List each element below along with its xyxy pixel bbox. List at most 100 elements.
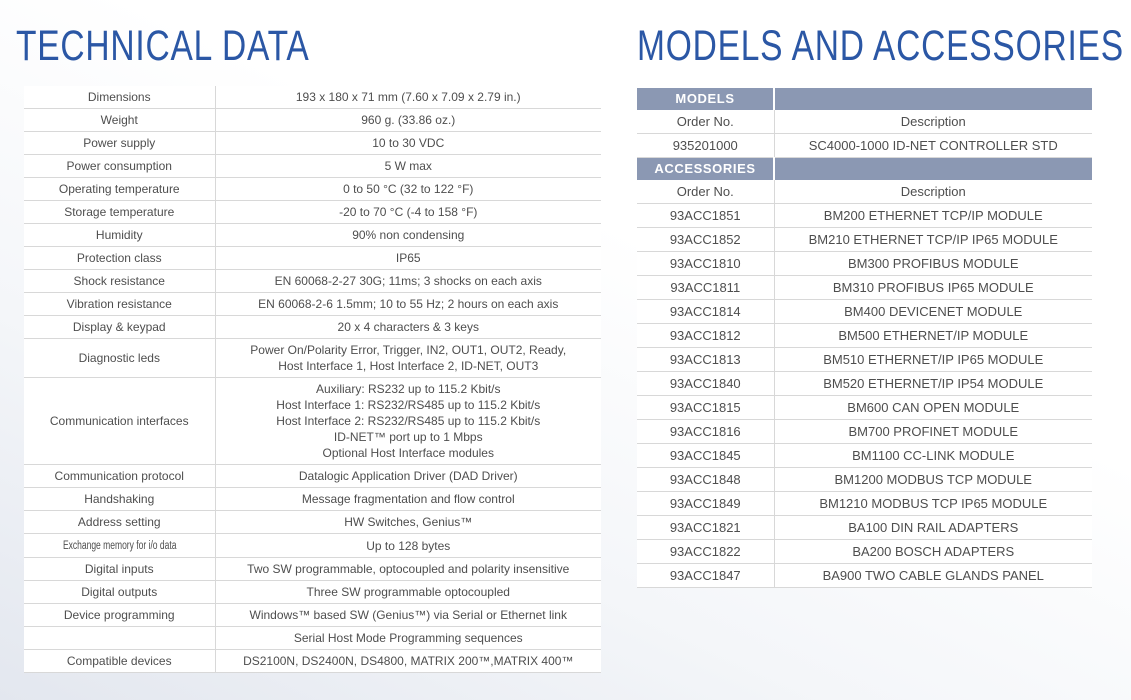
description: SC4000-1000 ID-NET CONTROLLER STD <box>774 133 1092 158</box>
spec-value-line: EN 60068-2-6 1.5mm; 10 to 55 Hz; 2 hours… <box>258 297 559 311</box>
spec-label: Device programming <box>24 603 216 627</box>
order-no: 93ACC1848 <box>637 467 775 492</box>
spec-value: 960 g. (33.86 oz.) <box>215 108 601 132</box>
spec-value: Two SW programmable, optocoupled and pol… <box>215 557 601 581</box>
spec-row: Humidity 90% non condensing <box>24 223 601 247</box>
description: BM510 ETHERNET/IP IP65 MODULE <box>774 347 1092 372</box>
spec-value-line: Datalogic Application Driver (DAD Driver… <box>298 469 518 483</box>
spec-row: Diagnostic leds Power On/Polarity Error, … <box>24 338 601 378</box>
spec-label: Power consumption <box>24 154 216 178</box>
product-row: 93ACC1815 BM600 CAN OPEN MODULE <box>637 395 1092 420</box>
spec-value-line: HW Switches, Genius™ <box>344 515 473 529</box>
description: BM1200 MODBUS TCP MODULE <box>774 467 1092 492</box>
description: BM400 DEVICENET MODULE <box>774 299 1092 324</box>
spec-label: Compatible devices <box>24 649 216 673</box>
description: BA200 BOSCH ADAPTERS <box>774 539 1092 564</box>
spec-value: EN 60068-2-27 30G; 11ms; 3 shocks on eac… <box>215 269 601 293</box>
order-no: 93ACC1849 <box>637 491 775 516</box>
spec-value: Up to 128 bytes <box>215 533 601 558</box>
spec-label: Power supply <box>24 131 216 155</box>
order-no-header: Order No. <box>637 110 775 134</box>
description: BM600 CAN OPEN MODULE <box>774 395 1092 420</box>
spec-label: Exchange memory for i/o data <box>24 533 216 558</box>
order-no: 93ACC1851 <box>637 203 775 228</box>
spec-value: 10 to 30 VDC <box>215 131 601 155</box>
spec-label: Communication protocol <box>24 464 216 488</box>
spec-value: Datalogic Application Driver (DAD Driver… <box>215 464 601 488</box>
spec-value-line: 0 to 50 °C (32 to 122 °F) <box>343 182 474 196</box>
spec-label: Weight <box>24 108 216 132</box>
spec-row: Vibration resistance EN 60068-2-6 1.5mm; … <box>24 292 601 316</box>
spec-row: Compatible devices DS2100N, DS2400N, DS48… <box>24 649 601 673</box>
section-bar-spacer <box>774 157 1092 180</box>
spec-value-line: 5 W max <box>384 159 432 173</box>
spec-value: Windows™ based SW (Genius™) via Serial o… <box>215 603 601 627</box>
spec-value: 0 to 50 °C (32 to 122 °F) <box>215 177 601 201</box>
spec-label: Handshaking <box>24 487 216 511</box>
description: BM210 ETHERNET TCP/IP IP65 MODULE <box>774 227 1092 252</box>
spec-value: 90% non condensing <box>215 223 601 247</box>
spec-value: IP65 <box>215 246 601 270</box>
spec-value-line: -20 to 70 °C (-4 to 158 °F) <box>339 205 478 219</box>
description: BM1100 CC-LINK MODULE <box>774 443 1092 468</box>
spec-value-line: Up to 128 bytes <box>366 538 451 553</box>
spec-row: Storage temperature -20 to 70 °C (-4 to 1… <box>24 200 601 224</box>
spec-value: 193 x 180 x 71 mm (7.60 x 7.09 x 2.79 in… <box>215 86 601 109</box>
spec-row: Display & keypad 20 x 4 characters & 3 ke… <box>24 315 601 339</box>
spec-row: Address setting HW Switches, Genius™ <box>24 510 601 534</box>
column-header-row: Order No. Description <box>637 180 1092 204</box>
spec-label: Operating temperature <box>24 177 216 201</box>
product-row: 93ACC1821 BA100 DIN RAIL ADAPTERS <box>637 515 1092 540</box>
spec-row: Serial Host Mode Programming sequences <box>24 626 601 650</box>
product-row: 93ACC1814 BM400 DEVICENET MODULE <box>637 299 1092 324</box>
spec-row: Protection class IP65 <box>24 246 601 270</box>
product-row: 93ACC1847 BA900 TWO CABLE GLANDS PANEL <box>637 563 1092 588</box>
order-no: 93ACC1847 <box>637 563 775 588</box>
spec-value-line: Optional Host Interface modules <box>322 446 494 460</box>
order-no-header: Order No. <box>637 180 775 204</box>
description: BM310 PROFIBUS IP65 MODULE <box>774 275 1092 300</box>
product-row: 93ACC1813 BM510 ETHERNET/IP IP65 MODULE <box>637 347 1092 372</box>
spec-row: Exchange memory for i/o data Up to 128 by… <box>24 533 601 558</box>
section-bar-title: ACCESSORIES <box>637 157 775 180</box>
spec-row: Communication interfaces Auxiliary: RS232… <box>24 377 601 465</box>
order-no: 93ACC1810 <box>637 251 775 276</box>
spec-value-line: Power On/Polarity Error, Trigger, IN2, O… <box>250 343 567 357</box>
product-row: 93ACC1810 BM300 PROFIBUS MODULE <box>637 251 1092 276</box>
spec-label: Protection class <box>24 246 216 270</box>
spec-row: Shock resistance EN 60068-2-27 30G; 11ms;… <box>24 269 601 293</box>
spec-label: Diagnostic leds <box>24 338 216 378</box>
spec-value: 5 W max <box>215 154 601 178</box>
spec-value: Power On/Polarity Error, Trigger, IN2, O… <box>215 338 601 378</box>
description: BA100 DIN RAIL ADAPTERS <box>774 515 1092 540</box>
order-no: 93ACC1845 <box>637 443 775 468</box>
description-header: Description <box>774 110 1092 134</box>
spec-value-line: Three SW programmable optocoupled <box>306 585 510 599</box>
spec-value: -20 to 70 °C (-4 to 158 °F) <box>215 200 601 224</box>
spec-label: Vibration resistance <box>24 292 216 316</box>
section-bar-accessories: ACCESSORIES <box>637 157 1092 180</box>
order-no: 93ACC1852 <box>637 227 775 252</box>
product-row: 93ACC1811 BM310 PROFIBUS IP65 MODULE <box>637 275 1092 300</box>
order-no: 93ACC1814 <box>637 299 775 324</box>
order-no: 93ACC1815 <box>637 395 775 420</box>
description: BM500 ETHERNET/IP MODULE <box>774 323 1092 348</box>
section-bar-title: MODELS <box>637 88 775 110</box>
spec-value-line: 90% non condensing <box>352 228 465 242</box>
description: BM300 PROFIBUS MODULE <box>774 251 1092 276</box>
spec-value: DS2100N, DS2400N, DS4800, MATRIX 200™,MA… <box>215 649 601 673</box>
spec-label: Digital inputs <box>24 557 216 581</box>
spec-row: Digital outputs Three SW programmable opt… <box>24 580 601 604</box>
spec-value-line: Windows™ based SW (Genius™) via Serial o… <box>249 608 567 622</box>
spec-value-line: Serial Host Mode Programming sequences <box>293 631 523 645</box>
spec-value-line: Host Interface 1: RS232/RS485 up to 115.… <box>276 398 541 412</box>
spec-value: Auxiliary: RS232 up to 115.2 Kbit/s Host … <box>215 377 601 465</box>
spec-row: Weight 960 g. (33.86 oz.) <box>24 108 601 132</box>
product-row: 93ACC1816 BM700 PROFINET MODULE <box>637 419 1092 444</box>
spec-value-line: DS2100N, DS2400N, DS4800, MATRIX 200™,MA… <box>243 654 574 668</box>
spec-label: Address setting <box>24 510 216 534</box>
product-row: 93ACC1822 BA200 BOSCH ADAPTERS <box>637 539 1092 564</box>
spec-label: Storage temperature <box>24 200 216 224</box>
spec-row: Power consumption 5 W max <box>24 154 601 178</box>
order-no: 93ACC1813 <box>637 347 775 372</box>
